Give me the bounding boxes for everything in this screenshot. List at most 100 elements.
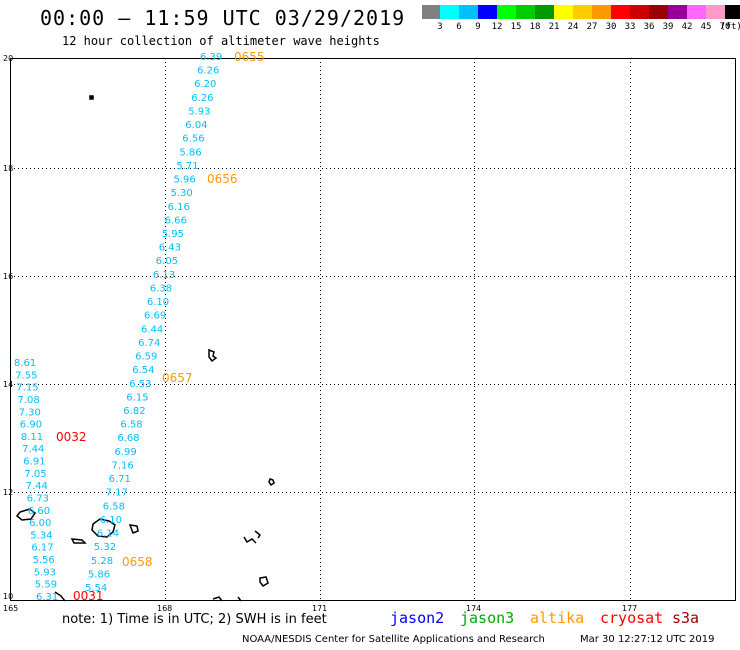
wave-height-label: 6.82 [123, 406, 145, 417]
wave-height-label: 5.34 [30, 530, 52, 541]
island [212, 596, 223, 602]
legend-swatch [459, 5, 478, 19]
legend-label: 70 [719, 22, 731, 32]
island [54, 591, 66, 602]
wave-height-label: 6.91 [23, 457, 45, 468]
legend-label: 36 [643, 22, 655, 32]
lat-label: 18 [3, 164, 13, 173]
satellite-cryosat: cryosat [600, 609, 664, 627]
wave-height-label: 6.14 [97, 529, 119, 540]
island [259, 576, 269, 587]
wave-height-label: 6.71 [109, 474, 131, 485]
legend-labels: 3 6 9 12 15 18 21 24 27 30 33 36 39 42 45 70 (ft) [422, 22, 740, 36]
wave-height-label: 6.05 [156, 256, 178, 267]
wave-height-label: 6.26 [191, 93, 213, 104]
wave-height-label: 7.15 [16, 383, 38, 394]
wave-height-label: 6.99 [115, 447, 137, 458]
island [15, 508, 37, 521]
wave-height-label: 6.54 [132, 365, 154, 376]
island [208, 348, 218, 363]
time-label: 0031 [73, 589, 104, 603]
island [70, 538, 87, 544]
legend-swatch [649, 5, 668, 19]
legend-swatch [497, 5, 516, 19]
wave-height-label: 6.73 [27, 494, 49, 505]
wave-height-label: 8.61 [14, 358, 36, 369]
wave-height-label: 7.08 [18, 395, 40, 406]
legend-label: 18 [529, 22, 541, 32]
lat-label: 20 [3, 54, 13, 63]
legend-swatch [687, 5, 706, 19]
legend-label: 24 [567, 22, 579, 32]
lon-label: 174 [466, 604, 481, 613]
lon-label: 171 [312, 604, 327, 613]
wave-height-label: 5.71 [176, 161, 198, 172]
wave-height-label: 6.58 [103, 501, 125, 512]
wave-height-label: 6.00 [29, 518, 51, 529]
footer-timestamp: Mar 30 12:27:12 UTC 2019 [580, 634, 715, 645]
wave-height-label: 5.32 [94, 542, 116, 553]
axis-labels: 20 18 16 14 12 10 165 168 171 174 177 [3, 54, 637, 613]
legend-swatch [422, 5, 440, 19]
wave-height-label: 6.59 [135, 352, 157, 363]
wave-height-label: 6.74 [138, 338, 160, 349]
legend-label: 45 [700, 22, 712, 32]
legend-swatch [592, 5, 611, 19]
time-label: 0655 [234, 50, 265, 64]
wave-height-label: 6.15 [126, 392, 148, 403]
wave-height-label: 6.60 [28, 506, 50, 517]
legend-label: 21 [548, 22, 560, 32]
wave-height-label: 5.59 [35, 580, 57, 591]
chart-title: 00:00 – 11:59 UTC 03/29/2019 [40, 6, 406, 30]
wave-height-label: 6.38 [150, 284, 172, 295]
wave-height-label: 5.95 [162, 229, 184, 240]
legend-swatch [535, 5, 554, 19]
wave-height-label: 6.10 [100, 515, 122, 526]
island [268, 478, 275, 487]
lat-label: 12 [3, 488, 13, 497]
time-label: 0658 [122, 555, 153, 569]
wave-height-label: 6.66 [165, 215, 187, 226]
wave-height-label: 5.86 [179, 147, 201, 158]
legend-swatch [668, 5, 687, 19]
wave-height-label: 6.56 [182, 134, 204, 145]
chart-subtitle: 12 hour collection of altimeter wave hei… [62, 34, 380, 48]
legend-label: 12 [491, 22, 503, 32]
wave-height-label: 7.30 [19, 407, 41, 418]
wave-height-label: 7.44 [22, 444, 44, 455]
legend-swatch [440, 5, 459, 19]
legend-label: 27 [586, 22, 598, 32]
wave-height-label: 7.44 [26, 481, 48, 492]
legend-label: 3 [437, 22, 443, 32]
island [243, 530, 262, 544]
lat-label: 14 [3, 380, 13, 389]
wave-height-label: 6.10 [147, 297, 169, 308]
legend-swatch [611, 5, 630, 19]
wave-height-label: 6.17 [31, 543, 53, 554]
island [237, 596, 242, 602]
wave-height-label: 6.04 [185, 120, 207, 131]
legend-label: 9 [475, 22, 481, 32]
wave-height-label: 5.93 [34, 567, 56, 578]
wave-height-label: 6.43 [159, 243, 181, 254]
legend-label: (ft) [720, 22, 740, 32]
legend-swatches [422, 5, 740, 19]
wave-height-label: 5.28 [91, 556, 113, 567]
island [91, 518, 116, 538]
map-frame [10, 58, 736, 601]
legend-label: 33 [624, 22, 636, 32]
wave-height-label: 5.93 [188, 107, 210, 118]
footer-note: note: 1) Time is in UTC; 2) SWH is in fe… [62, 612, 327, 627]
wave-height-label: 5.96 [174, 175, 196, 186]
legend-label: 6 [456, 22, 462, 32]
wave-height-label: 6.39 [200, 52, 222, 63]
wave-height-label: 7.05 [24, 469, 46, 480]
legend-label: 42 [681, 22, 693, 32]
wave-height-label: 8.11 [21, 432, 43, 443]
time-labels: 0655 0656 0657 0658 0032 0031 [56, 50, 265, 603]
lat-label: 10 [3, 592, 13, 601]
legend-swatch [573, 5, 592, 19]
wave-height-label: 6.90 [20, 420, 42, 431]
wave-height-label: 6.69 [144, 311, 166, 322]
